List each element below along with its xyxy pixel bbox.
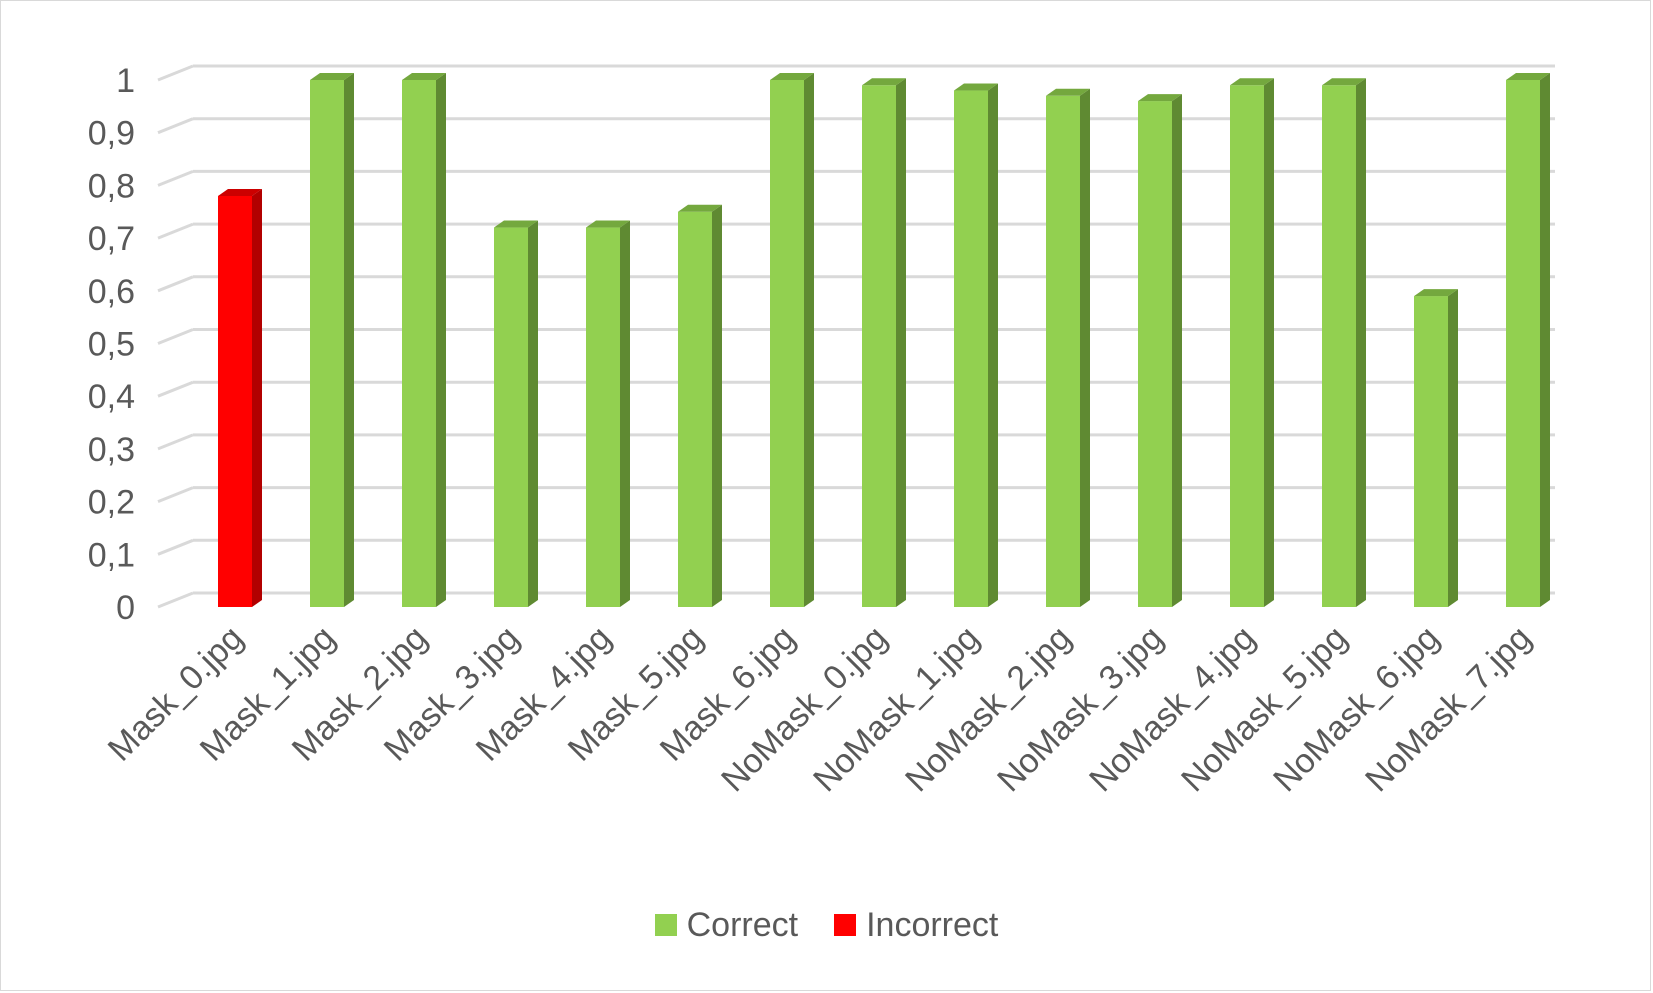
x-tick-label: NoMask_1.jpg xyxy=(806,619,987,800)
bar xyxy=(954,90,988,608)
gridline-slant xyxy=(157,380,194,398)
bar xyxy=(678,211,712,607)
y-tick-label: 0,1 xyxy=(88,536,135,574)
y-tick-label: 0,9 xyxy=(88,115,135,153)
gridline-slant xyxy=(157,222,194,240)
bar-side xyxy=(1080,88,1090,607)
bar-top xyxy=(770,73,814,80)
bar-side xyxy=(620,220,630,607)
bar-top xyxy=(218,188,262,196)
bar-side xyxy=(1264,78,1274,607)
bar-side xyxy=(804,73,814,607)
bar-side xyxy=(436,73,446,607)
gridline-slant xyxy=(157,275,194,293)
y-tick-label: 1 xyxy=(116,62,135,100)
bar xyxy=(1138,101,1172,607)
bar xyxy=(862,85,896,607)
bar-side xyxy=(896,78,906,607)
bar xyxy=(1506,80,1540,607)
bar xyxy=(1046,95,1080,607)
gridline-slant xyxy=(157,591,194,609)
y-tick-label: 0,2 xyxy=(88,484,135,522)
y-tick-label: 0 xyxy=(116,589,135,627)
legend-label-correct: Correct xyxy=(686,905,799,944)
gridline-slant xyxy=(157,328,194,345)
gridline-slant xyxy=(157,64,194,82)
bar-top xyxy=(1506,73,1550,80)
y-tick-label: 0,8 xyxy=(88,167,135,205)
bar xyxy=(1414,296,1448,607)
bar-top xyxy=(954,83,998,91)
bar xyxy=(494,227,528,607)
bar-side xyxy=(1356,78,1366,607)
x-tick-label: NoMask_6.jpg xyxy=(1266,619,1447,800)
legend-item-incorrect: Incorrect xyxy=(834,906,998,945)
gridline-slant xyxy=(157,117,194,135)
x-tick-label: NoMask_5.jpg xyxy=(1174,619,1355,800)
y-tick-label: 0,3 xyxy=(88,431,135,469)
bar-top xyxy=(1138,94,1182,102)
bar-side xyxy=(988,83,998,608)
bar-top xyxy=(1230,78,1274,86)
bar xyxy=(218,195,252,607)
bar-side xyxy=(252,188,262,607)
y-tick-label: 0,6 xyxy=(88,273,135,311)
bar xyxy=(1322,85,1356,607)
bar-side xyxy=(1540,73,1550,607)
y-tick-label: 0,7 xyxy=(88,220,135,258)
bar xyxy=(1230,85,1264,607)
bar-top xyxy=(1322,78,1366,86)
bar-top xyxy=(494,220,538,228)
legend-item-correct: Correct xyxy=(654,905,799,945)
y-tick-label: 0,5 xyxy=(88,326,135,364)
legend: Correct Incorrect xyxy=(0,900,1653,950)
legend-swatch-correct xyxy=(654,914,677,936)
bar xyxy=(402,80,436,607)
legend-swatch-incorrect xyxy=(834,914,857,936)
bar-side xyxy=(344,73,354,607)
bar-side xyxy=(1172,94,1182,607)
x-tick-label: NoMask_7.jpg xyxy=(1358,619,1539,800)
bar xyxy=(586,227,620,607)
x-tick-label: NoMask_3.jpg xyxy=(990,619,1171,800)
bar-top xyxy=(402,73,446,80)
bar xyxy=(770,80,804,607)
bar-top xyxy=(586,220,630,228)
bar-side xyxy=(1448,289,1458,607)
bar-side xyxy=(712,204,722,607)
bar-top xyxy=(862,78,906,86)
bar-top xyxy=(1046,88,1090,96)
gridline-slant xyxy=(157,433,194,451)
legend-label-incorrect: Incorrect xyxy=(866,905,999,944)
gridline-slant xyxy=(157,170,194,187)
bar-top xyxy=(1414,289,1458,297)
bar-top xyxy=(678,204,722,212)
gridline-slant xyxy=(157,538,194,556)
x-tick-label: NoMask_2.jpg xyxy=(898,619,1079,800)
gridline-slant xyxy=(157,486,194,503)
bar-top xyxy=(310,73,354,80)
y-tick-label: 0,4 xyxy=(88,378,135,416)
bar xyxy=(310,80,344,607)
x-tick-label: NoMask_4.jpg xyxy=(1082,619,1263,800)
bar-side xyxy=(528,220,538,607)
x-tick-label: NoMask_0.jpg xyxy=(714,619,895,800)
